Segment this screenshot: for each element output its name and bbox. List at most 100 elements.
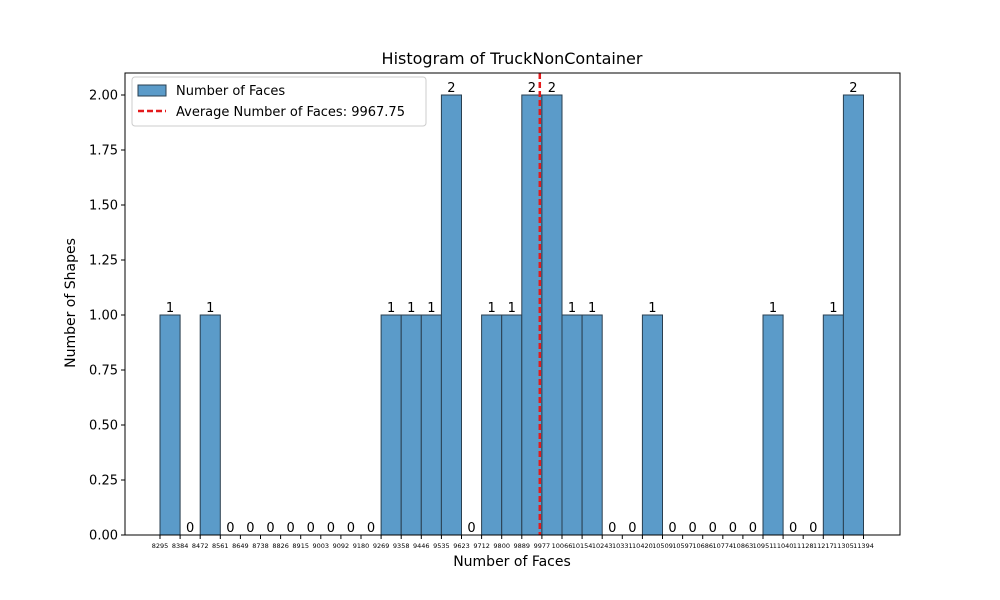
bar-count-label: 0 <box>367 521 375 536</box>
histogram-bar <box>762 314 784 536</box>
bar-count-label: 1 <box>387 301 395 316</box>
bar-count-label: 1 <box>427 301 435 316</box>
y-tick-label: 1.50 <box>89 199 118 214</box>
bar-count-label: 0 <box>327 521 335 536</box>
x-tick-label: 10863 <box>733 542 754 550</box>
bar-count-label: 1 <box>769 301 777 316</box>
x-tick-label: 8472 <box>192 542 209 550</box>
bar-count-label: 0 <box>307 521 315 536</box>
y-tick-label: 0.75 <box>89 364 118 379</box>
histogram-bar <box>561 314 583 536</box>
histogram-bar <box>842 94 865 536</box>
bar-count-label: 0 <box>347 521 355 536</box>
bar-count-label: 2 <box>849 81 857 96</box>
x-tick-label: 9977 <box>534 542 551 550</box>
y-tick-label: 1.25 <box>89 254 118 269</box>
bar-count-label: 0 <box>709 521 717 536</box>
x-tick-label: 10597 <box>672 542 693 550</box>
x-tick-label: 8295 <box>152 542 169 550</box>
x-tick-label: 11040 <box>773 542 794 550</box>
bar-count-label: 1 <box>568 301 576 316</box>
bar-count-label: 1 <box>407 301 415 316</box>
plot-frame <box>124 72 901 536</box>
x-tick-label: 9623 <box>453 542 470 550</box>
bar-count-label: 2 <box>548 81 556 96</box>
legend-box <box>131 76 427 127</box>
x-tick-label: 10066 <box>552 542 573 550</box>
legend-bar-swatch <box>137 84 167 97</box>
bar-count-label: 0 <box>729 521 737 536</box>
histogram-bar <box>199 314 221 536</box>
histogram-bar <box>380 314 402 536</box>
x-tick-label: 9889 <box>514 542 531 550</box>
bar-count-label: 0 <box>789 521 797 536</box>
bar-count-label: 0 <box>689 521 697 536</box>
legend-average-label: Average Number of Faces: 9967.75 <box>176 105 405 120</box>
x-tick-label: 8384 <box>172 542 189 550</box>
histogram-bar <box>581 314 603 536</box>
x-tick-label: 10420 <box>632 542 653 550</box>
histogram-bar <box>481 314 503 536</box>
bar-count-label: 1 <box>829 301 837 316</box>
y-axis-label: Number of Shapes <box>63 238 79 368</box>
bar-count-label: 0 <box>467 521 475 536</box>
x-tick-label: 9712 <box>473 542 490 550</box>
x-tick-label: 9535 <box>433 542 450 550</box>
y-tick-label: 0.50 <box>89 419 118 434</box>
x-tick-label: 9180 <box>353 542 370 550</box>
bar-count-label: 1 <box>206 301 214 316</box>
histogram-bar <box>641 314 664 536</box>
bar-count-label: 0 <box>668 521 676 536</box>
y-tick-label: 2.00 <box>89 89 118 104</box>
bar-count-label: 0 <box>246 521 254 536</box>
histogram-bar <box>440 94 462 536</box>
x-tick-label: 9003 <box>313 542 330 550</box>
x-tick-label: 9269 <box>373 542 390 550</box>
y-tick-label: 0.00 <box>89 529 118 544</box>
x-tick-label: 9092 <box>333 542 350 550</box>
bar-count-label: 0 <box>809 521 817 536</box>
bar-count-label: 1 <box>588 301 596 316</box>
x-tick-label: 10243 <box>592 542 613 550</box>
y-tick-label: 1.75 <box>89 144 118 159</box>
histogram-bar <box>541 94 563 536</box>
bar-count-label: 0 <box>287 521 295 536</box>
histogram-bar <box>822 314 844 536</box>
x-tick-label: 10951 <box>753 542 774 550</box>
x-tick-label: 10331 <box>612 542 633 550</box>
bar-count-label: 0 <box>226 521 234 536</box>
bar-count-label: 0 <box>186 521 194 536</box>
bar-count-label: 0 <box>749 521 757 536</box>
bar-count-label: 1 <box>488 301 496 316</box>
x-tick-label: 8826 <box>272 542 289 550</box>
histogram-bar <box>159 314 181 536</box>
bar-count-label: 0 <box>266 521 274 536</box>
x-tick-label: 9358 <box>393 542 410 550</box>
x-tick-label: 11305 <box>833 542 854 550</box>
x-tick-label: 8561 <box>212 542 229 550</box>
bar-count-label: 2 <box>528 81 536 96</box>
x-tick-label: 10774 <box>712 542 733 550</box>
bar-count-label: 0 <box>608 521 616 536</box>
x-tick-label: 10154 <box>572 542 593 550</box>
histogram-bar <box>420 314 442 536</box>
x-tick-label: 11217 <box>813 542 834 550</box>
bar-count-label: 0 <box>628 521 636 536</box>
x-tick-label: 8915 <box>292 542 309 550</box>
x-axis-label: Number of Faces <box>453 554 571 570</box>
x-tick-label: 9446 <box>413 542 430 550</box>
x-tick-label: 10509 <box>652 542 673 550</box>
x-tick-label: 9800 <box>493 542 510 550</box>
histogram-bar <box>501 314 523 536</box>
bar-count-label: 1 <box>508 301 516 316</box>
y-tick-label: 0.25 <box>89 474 118 489</box>
x-tick-label: 10686 <box>692 542 713 550</box>
x-tick-label: 8649 <box>232 542 249 550</box>
chart-title: Histogram of TruckNonContainer <box>382 49 643 68</box>
x-tick-label: 11128 <box>793 542 814 550</box>
histogram-bar <box>400 314 422 536</box>
x-tick-label: 11394 <box>853 542 874 550</box>
legend-bar-label: Number of Faces <box>176 84 285 99</box>
